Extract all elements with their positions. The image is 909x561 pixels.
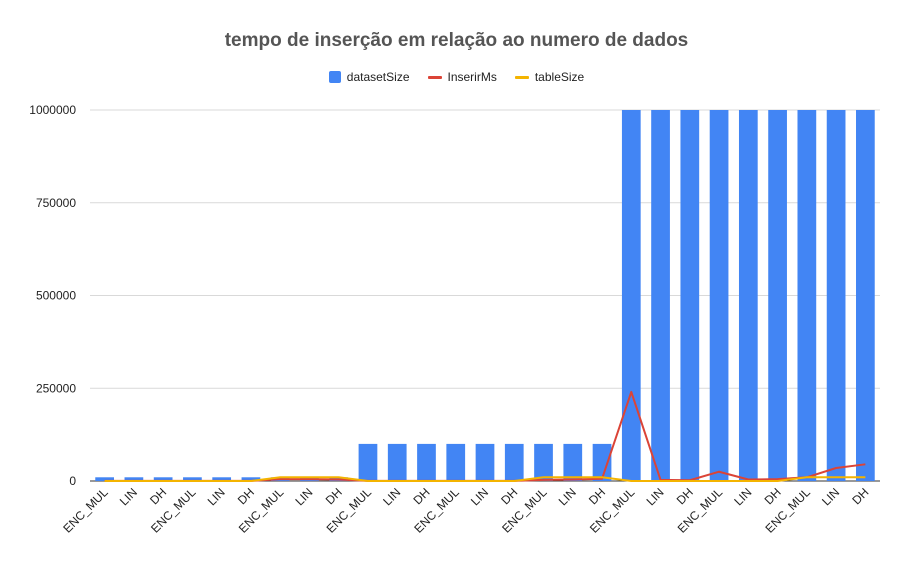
x-tick-label: DH <box>410 485 432 507</box>
bar-datasetsize <box>475 443 495 481</box>
bar-datasetsize <box>738 110 758 481</box>
legend-label-tablesize: tableSize <box>534 70 585 84</box>
x-tick-label: DH <box>235 485 257 507</box>
x-tick-label: DH <box>586 485 608 507</box>
bar-datasetsize <box>768 110 787 481</box>
legend-swatch-tablesize <box>514 75 529 79</box>
legend-swatch-datasetsize <box>328 71 341 83</box>
x-tick-label: LIN <box>819 485 842 508</box>
legend-swatch-inserirms <box>427 75 442 79</box>
bar-datasetsize <box>534 443 553 481</box>
bar-datasetsize <box>592 443 612 481</box>
x-tick-label: DH <box>674 485 696 507</box>
bar-datasetsize <box>797 110 817 481</box>
y-tick-label: 750000 <box>36 196 76 210</box>
bar-datasetsize <box>95 477 114 481</box>
x-tick-label: LIN <box>644 485 667 508</box>
y-tick-label: 0 <box>69 474 76 488</box>
legend-item-datasetsize[interactable]: datasetSize <box>328 70 410 84</box>
bar-datasetsize <box>651 110 670 481</box>
x-tick-label: LIN <box>292 485 315 508</box>
y-tick-label: 500000 <box>36 289 76 303</box>
bar-datasetsize <box>212 477 232 481</box>
x-tick-label: DH <box>762 485 784 507</box>
y-tick-label: 1000000 <box>29 103 76 117</box>
legend-label-datasetsize: datasetSize <box>346 70 410 84</box>
bar-datasetsize <box>446 443 466 481</box>
x-tick-label: LIN <box>380 485 403 508</box>
legend-item-inserirms[interactable]: InserirMs <box>427 70 497 84</box>
x-tick-label: LIN <box>468 485 491 508</box>
legend: datasetSize InserirMs tableSize <box>0 70 909 84</box>
bar-datasetsize <box>709 110 729 481</box>
bar-datasetsize <box>504 443 524 481</box>
bar-datasetsize <box>621 110 641 481</box>
x-tick-label: LIN <box>205 485 228 508</box>
bar-datasetsize <box>153 477 173 481</box>
bar-datasetsize <box>417 443 436 481</box>
legend-label-inserirms: InserirMs <box>447 70 497 84</box>
bar-datasetsize <box>387 443 407 481</box>
bar-datasetsize <box>856 110 875 481</box>
x-tick-label: DH <box>147 485 169 507</box>
bar-datasetsize <box>680 110 700 481</box>
x-tick-label: DH <box>849 485 871 507</box>
bar-datasetsize <box>563 443 583 481</box>
bar-datasetsize <box>124 477 144 481</box>
bar-datasetsize <box>826 110 846 481</box>
bar-datasetsize <box>183 477 202 481</box>
bar-datasetsize <box>241 477 261 481</box>
y-tick-label: 250000 <box>36 381 76 395</box>
x-tick-label: DH <box>498 485 520 507</box>
bar-datasetsize <box>358 443 378 481</box>
x-tick-label: LIN <box>117 485 140 508</box>
x-tick-label: ENC_MUL <box>60 485 111 536</box>
x-tick-label: LIN <box>556 485 579 508</box>
legend-item-tablesize[interactable]: tableSize <box>514 70 585 84</box>
chart-title: tempo de inserção em relação ao numero d… <box>224 30 689 51</box>
x-tick-label: DH <box>323 485 345 507</box>
x-tick-label: LIN <box>731 485 754 508</box>
